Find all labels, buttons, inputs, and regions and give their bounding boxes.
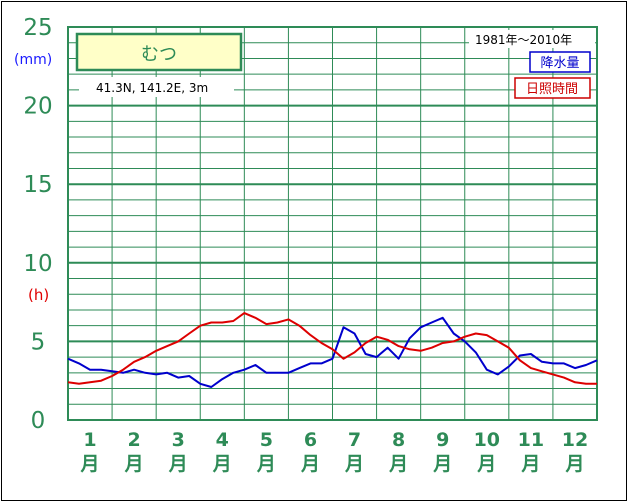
series-lines	[67, 312, 598, 388]
x-tick-label: 12	[562, 429, 588, 451]
x-tick-label: 10	[474, 429, 500, 451]
legend-sunshine: 日照時間	[526, 82, 578, 97]
x-tick-label-suffix: 月	[520, 453, 540, 475]
station-box: むつ	[75, 32, 243, 72]
period-label: 1981年〜2010年	[475, 33, 572, 47]
period-bg	[469, 30, 595, 48]
x-tick-label-suffix: 月	[256, 453, 276, 475]
precip-unit-label: (mm)	[14, 52, 52, 68]
x-tick-label: 5	[260, 429, 273, 451]
x-tick-label-suffix: 月	[80, 453, 100, 475]
x-tick-label: 4	[216, 429, 229, 451]
y-axis-ticks: 0 5 10 15 20 25	[23, 15, 52, 434]
x-tick-label: 7	[348, 429, 361, 451]
legend-sunshine-box	[514, 77, 591, 99]
y-tick-label: 10	[23, 251, 52, 277]
x-tick-label-suffix: 月	[388, 453, 408, 475]
x-tick-label-suffix: 月	[300, 453, 320, 475]
x-tick-label: 8	[392, 429, 405, 451]
x-tick-label-suffix: 月	[212, 453, 232, 475]
x-tick-label: 11	[518, 429, 544, 451]
station-name-box	[75, 32, 243, 72]
x-tick-label: 1	[83, 429, 96, 451]
y-tick-label: 15	[23, 172, 52, 198]
x-tick-label: 6	[304, 429, 317, 451]
station-name: むつ	[141, 44, 177, 65]
x-tick-label-suffix: 月	[432, 453, 452, 475]
location-bg	[79, 77, 234, 97]
x-tick-label-suffix: 月	[476, 453, 496, 475]
x-tick-label-suffix: 月	[168, 453, 188, 475]
x-tick-label: 9	[436, 429, 449, 451]
x-tick-label: 3	[172, 429, 185, 451]
sunshine-unit-label: (h)	[28, 286, 49, 304]
legend-precip-box	[529, 51, 591, 73]
legend: 降水量 日照時間	[514, 51, 591, 99]
legend-precipitation: 降水量	[540, 56, 579, 71]
x-tick-label-suffix: 月	[124, 453, 144, 475]
y-tick-label: 5	[31, 329, 46, 355]
x-tick-label: 2	[128, 429, 141, 451]
station-location: 41.3N, 141.2E, 3m	[96, 81, 208, 95]
series-line-precipitation	[67, 316, 598, 388]
series-line-sunshine	[67, 312, 597, 385]
y-tick-label: 25	[23, 15, 52, 41]
x-tick-label-suffix: 月	[344, 453, 364, 475]
y-tick-label: 20	[23, 94, 52, 120]
x-tick-label-suffix: 月	[564, 453, 584, 475]
y-tick-label: 0	[31, 408, 46, 434]
